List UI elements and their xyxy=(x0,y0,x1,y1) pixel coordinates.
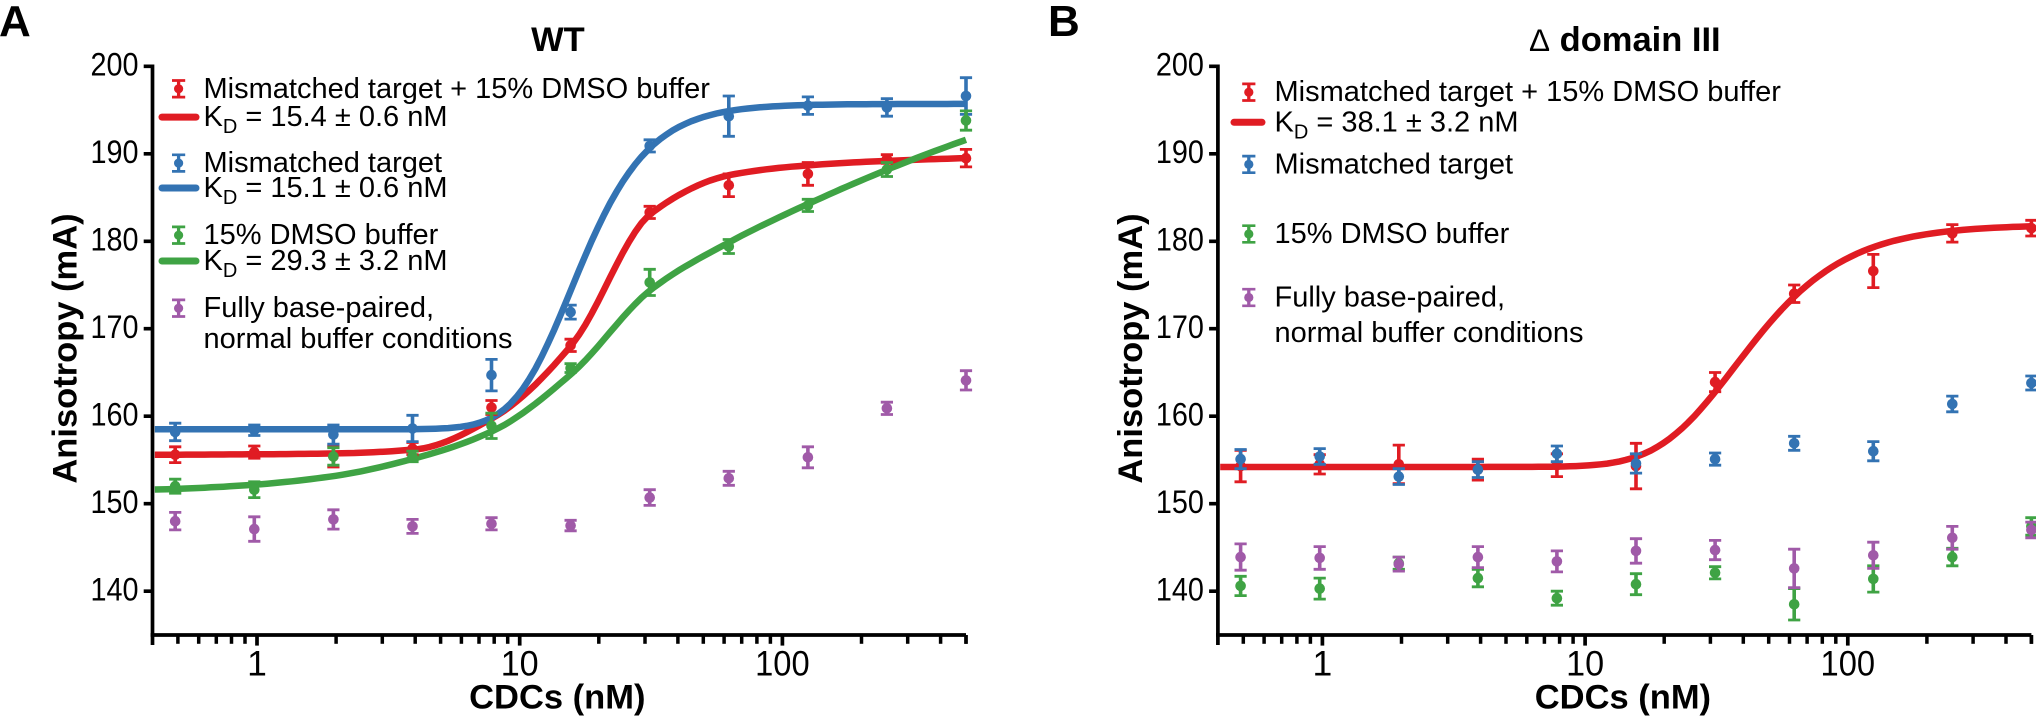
svg-text:1: 1 xyxy=(1313,643,1333,683)
svg-text:Mismatched target + 15% DMSO b: Mismatched target + 15% DMSO buffer xyxy=(204,73,711,105)
svg-text:190: 190 xyxy=(91,134,139,170)
svg-text:B: B xyxy=(1048,0,1080,46)
svg-text:180: 180 xyxy=(1156,222,1204,258)
svg-text:Δ domain III: Δ domain III xyxy=(1529,21,1721,59)
svg-text:KD = 29.3 ± 3.2 nM: KD = 29.3 ± 3.2 nM xyxy=(204,245,448,282)
svg-text:170: 170 xyxy=(1156,309,1204,345)
svg-text:Mismatched target: Mismatched target xyxy=(1275,148,1514,180)
svg-text:150: 150 xyxy=(91,484,139,520)
svg-text:160: 160 xyxy=(91,396,139,432)
svg-text:Mismatched target + 15% DMSO b: Mismatched target + 15% DMSO buffer xyxy=(1275,76,1782,108)
svg-text:200: 200 xyxy=(91,47,139,83)
svg-text:KD = 38.1 ± 3.2 nM: KD = 38.1 ± 3.2 nM xyxy=(1275,106,1519,143)
svg-text:15% DMSO buffer: 15% DMSO buffer xyxy=(204,219,439,251)
svg-text:normal buffer conditions: normal buffer conditions xyxy=(204,323,513,355)
svg-text:15% DMSO buffer: 15% DMSO buffer xyxy=(1275,218,1510,250)
svg-text:KD = 15.1 ± 0.6 nM: KD = 15.1 ± 0.6 nM xyxy=(204,172,448,209)
svg-text:CDCs (nM): CDCs (nM) xyxy=(1535,678,1711,716)
svg-text:140: 140 xyxy=(91,571,139,607)
svg-text:10: 10 xyxy=(1566,643,1604,683)
svg-text:Fully base-paired,: Fully base-paired, xyxy=(204,292,435,324)
svg-text:CDCs (nM): CDCs (nM) xyxy=(469,678,645,716)
svg-text:A: A xyxy=(0,0,31,46)
svg-text:Anisotropy (mA): Anisotropy (mA) xyxy=(1112,213,1150,483)
svg-text:190: 190 xyxy=(1156,134,1204,170)
svg-text:10: 10 xyxy=(501,643,539,683)
svg-text:170: 170 xyxy=(91,309,139,345)
svg-text:100: 100 xyxy=(1821,643,1876,683)
svg-text:normal buffer conditions: normal buffer conditions xyxy=(1275,317,1584,349)
svg-text:Fully base-paired,: Fully base-paired, xyxy=(1275,282,1506,314)
svg-text:200: 200 xyxy=(1156,47,1204,83)
svg-text:100: 100 xyxy=(755,643,810,683)
svg-text:Mismatched target: Mismatched target xyxy=(204,147,443,179)
svg-text:160: 160 xyxy=(1156,396,1204,432)
svg-text:KD = 15.4 ± 0.6 nM: KD = 15.4 ± 0.6 nM xyxy=(204,101,448,138)
svg-text:Anisotropy (mA): Anisotropy (mA) xyxy=(47,213,85,483)
svg-text:180: 180 xyxy=(91,222,139,258)
svg-text:WT: WT xyxy=(531,21,585,59)
svg-text:1: 1 xyxy=(247,643,267,683)
svg-text:140: 140 xyxy=(1156,571,1204,607)
svg-text:150: 150 xyxy=(1156,484,1204,520)
